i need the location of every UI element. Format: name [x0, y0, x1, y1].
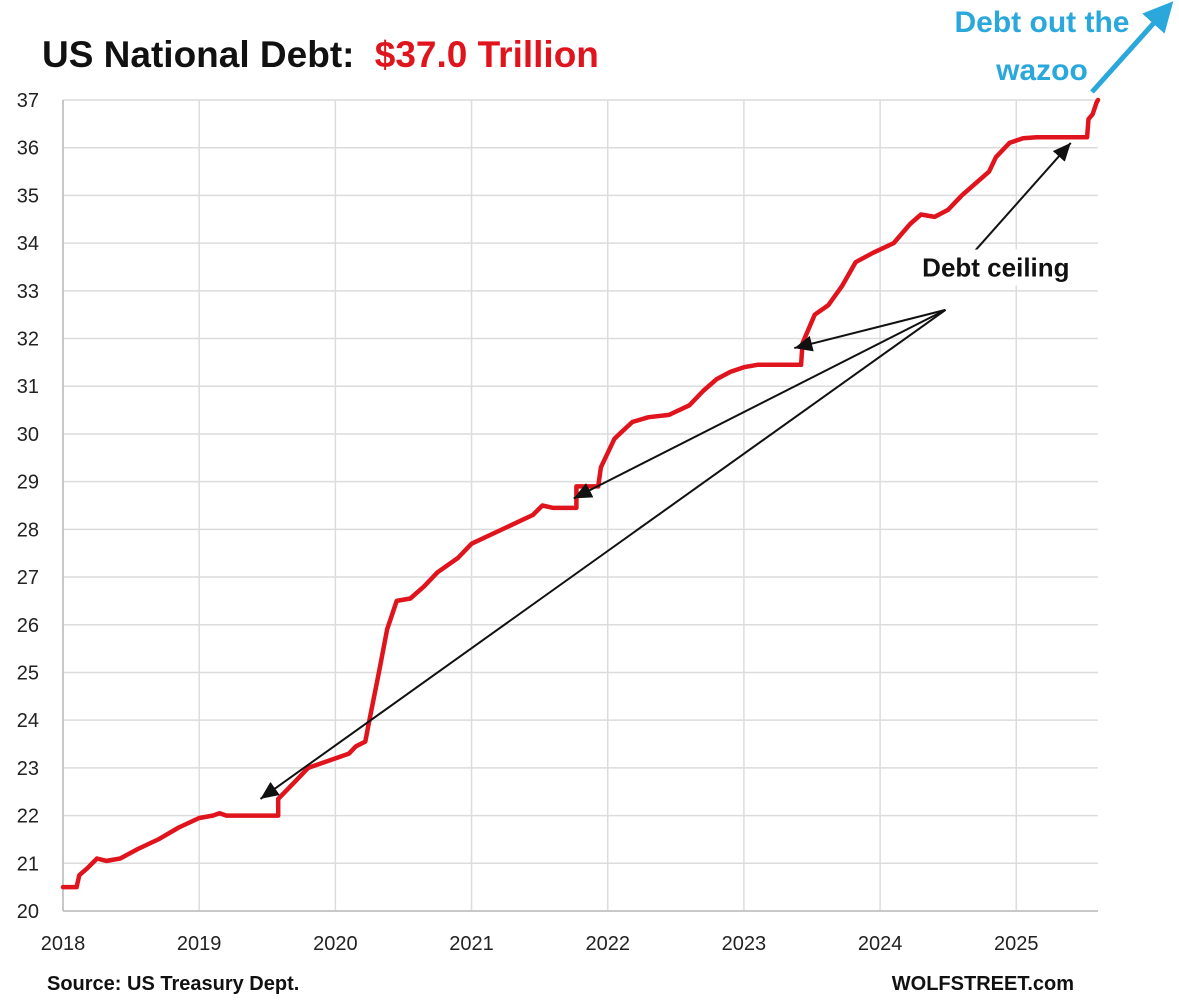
chart-title: US National Debt: $37.0 Trillion — [42, 34, 599, 75]
debt-ceiling-arrow-1 — [573, 309, 946, 500]
debt-ceiling-arrow-0 — [259, 309, 947, 800]
x-tick-label-2020: 2020 — [313, 933, 358, 955]
y-tick-label-20: 20 — [17, 901, 39, 923]
debt-ceiling-label: Debt ceiling — [922, 253, 1069, 283]
chart-title-label: US National Debt: — [42, 34, 354, 75]
y-tick-label-25: 25 — [17, 662, 39, 684]
y-tick-label-29: 29 — [17, 472, 39, 494]
chart-title-value: $37.0 Trillion — [375, 34, 599, 75]
x-axis-ticks: 2018 2019 2020 2021 2022 2023 2024 2025 — [41, 933, 1039, 955]
brand-label: WOLFSTREET.com — [892, 973, 1074, 995]
source-note: Source: US Treasury Dept. — [47, 973, 299, 995]
x-tick-label-2021: 2021 — [449, 933, 494, 955]
debt-ceiling-label-bg — [916, 249, 1076, 286]
x-tick-label-2023: 2023 — [722, 933, 767, 955]
debt-ceiling-arrow-2 — [794, 308, 946, 352]
y-axis-ticks: 20 21 22 23 24 25 26 27 28 29 30 31 32 33 34 35 36 37 — [17, 90, 39, 923]
y-tick-label-36: 36 — [17, 138, 39, 160]
y-tick-label-33: 33 — [17, 281, 39, 303]
x-tick-label-2022: 2022 — [585, 933, 630, 955]
y-tick-label-21: 21 — [17, 853, 39, 875]
y-tick-label-27: 27 — [17, 567, 39, 589]
y-tick-label-22: 22 — [17, 806, 39, 828]
y-tick-label-32: 32 — [17, 329, 39, 351]
y-tick-label-23: 23 — [17, 758, 39, 780]
wazoo-label-line-2: wazoo — [995, 54, 1088, 87]
debt-series-line-0 — [60, 97, 1101, 890]
x-tick-label-2025: 2025 — [994, 933, 1039, 955]
x-tick-label-2018: 2018 — [41, 933, 86, 955]
y-tick-label-34: 34 — [17, 233, 39, 255]
y-tick-label-24: 24 — [17, 710, 39, 732]
wazoo-arrow — [1090, 1, 1174, 94]
y-tick-label-31: 31 — [17, 376, 39, 398]
x-tick-label-2019: 2019 — [177, 933, 222, 955]
x-tick-label-2024: 2024 — [858, 933, 903, 955]
y-tick-label-37: 37 — [17, 90, 39, 112]
y-tick-label-26: 26 — [17, 615, 39, 637]
series-layer — [60, 97, 1101, 890]
y-tick-label-28: 28 — [17, 519, 39, 541]
gridlines — [62, 99, 1098, 912]
wazoo-label-line-1: Debt out the — [955, 6, 1130, 39]
debt-ceiling-arrow-3 — [974, 142, 1072, 251]
debt-ceiling-arrows — [259, 142, 1072, 800]
y-tick-label-30: 30 — [17, 424, 39, 446]
y-tick-label-35: 35 — [17, 185, 39, 207]
